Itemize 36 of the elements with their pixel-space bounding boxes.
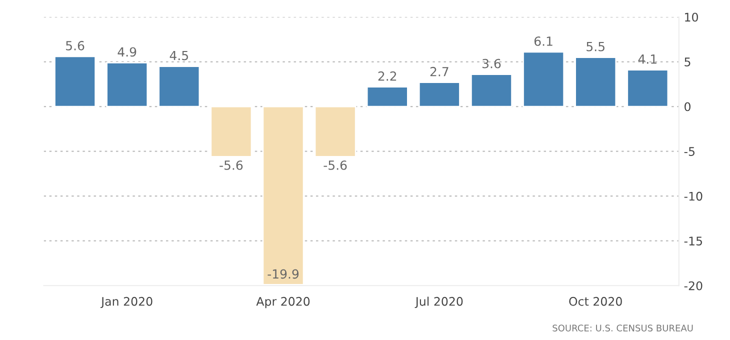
bar — [262, 106, 304, 286]
y-tick-label: -5 — [684, 147, 694, 156]
data-label: 5.6 — [66, 40, 84, 50]
y-tick-label: -10 — [684, 192, 702, 201]
data-label: 4.1 — [638, 54, 656, 64]
source-note: SOURCE: U.S. CENSUS BUREAU — [552, 324, 693, 332]
x-tick-label: Jul 2020 — [414, 296, 463, 308]
x-tick-label: Oct 2020 — [569, 296, 622, 306]
bar — [210, 106, 252, 158]
bar — [574, 56, 617, 108]
data-label: 2.2 — [378, 71, 396, 81]
y-tick-label: 0 — [684, 102, 690, 112]
bar — [158, 66, 200, 108]
data-label: 2.7 — [430, 66, 448, 76]
data-label: 6.1 — [534, 36, 552, 46]
bar — [366, 86, 408, 108]
y-tick-label: 10 — [685, 12, 698, 22]
bar — [626, 69, 669, 108]
data-label: -5.6 — [220, 160, 243, 170]
data-label: 4.5 — [170, 50, 188, 60]
bar — [522, 51, 565, 108]
bar — [418, 82, 460, 108]
data-label: -19.9 — [268, 269, 299, 279]
y-tick-label: -20 — [684, 281, 702, 290]
x-tick-label: Jan 2020 — [100, 296, 152, 308]
data-label: -5.6 — [324, 160, 347, 170]
data-label: 3.6 — [482, 58, 501, 68]
bar — [470, 74, 512, 108]
bar — [314, 106, 356, 158]
bar — [106, 62, 148, 108]
data-label: 5.5 — [586, 42, 604, 52]
data-label: 4.9 — [118, 47, 136, 57]
bar — [54, 56, 96, 108]
y-tick-label: 5 — [684, 58, 690, 66]
x-tick-label: Apr 2020 — [256, 296, 310, 308]
y-tick-label: -15 — [684, 236, 702, 246]
